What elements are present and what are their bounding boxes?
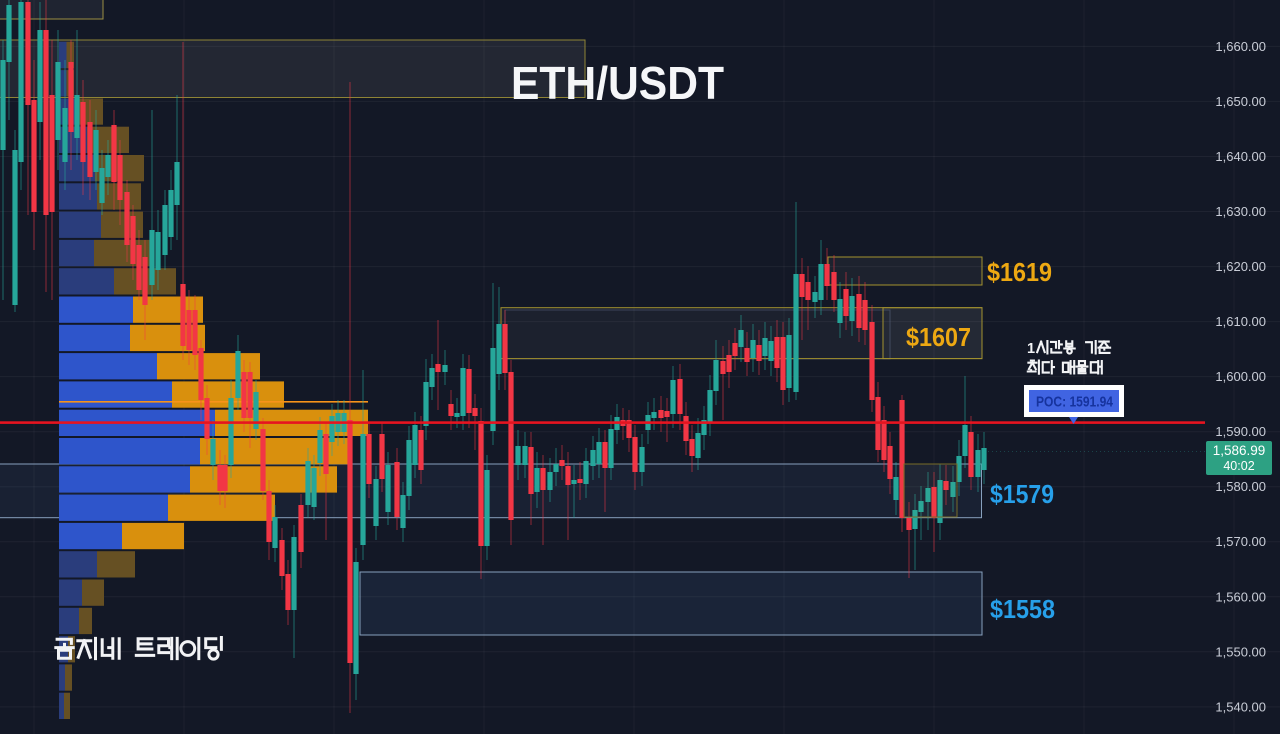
- svg-text:ETH/USDT: ETH/USDT: [511, 57, 724, 109]
- svg-text:1,580.00: 1,580.00: [1215, 479, 1266, 494]
- svg-text:1,550.00: 1,550.00: [1215, 644, 1266, 659]
- svg-text:1,586.99: 1,586.99: [1213, 443, 1266, 458]
- svg-text:$1619: $1619: [987, 257, 1052, 287]
- svg-text:1,560.00: 1,560.00: [1215, 589, 1266, 604]
- svg-text:POC: 1591.94: POC: 1591.94: [1036, 394, 1114, 411]
- svg-text:$1558: $1558: [990, 594, 1055, 624]
- svg-text:$1607: $1607: [906, 322, 971, 352]
- svg-text:1,540.00: 1,540.00: [1215, 699, 1266, 714]
- svg-text:1,620.00: 1,620.00: [1215, 259, 1266, 274]
- svg-text:40:02: 40:02: [1223, 459, 1254, 473]
- svg-text:1: 1: [1027, 341, 1035, 357]
- svg-text:1,610.00: 1,610.00: [1215, 314, 1266, 329]
- svg-text:1,660.00: 1,660.00: [1215, 39, 1266, 54]
- svg-text:1,630.00: 1,630.00: [1215, 204, 1266, 219]
- svg-text:1,650.00: 1,650.00: [1215, 94, 1266, 109]
- svg-text:$1579: $1579: [990, 479, 1054, 509]
- svg-text:1,600.00: 1,600.00: [1215, 369, 1266, 384]
- svg-text:1,590.00: 1,590.00: [1215, 424, 1266, 439]
- svg-text:1,640.00: 1,640.00: [1215, 149, 1266, 164]
- svg-text:1,570.00: 1,570.00: [1215, 534, 1266, 549]
